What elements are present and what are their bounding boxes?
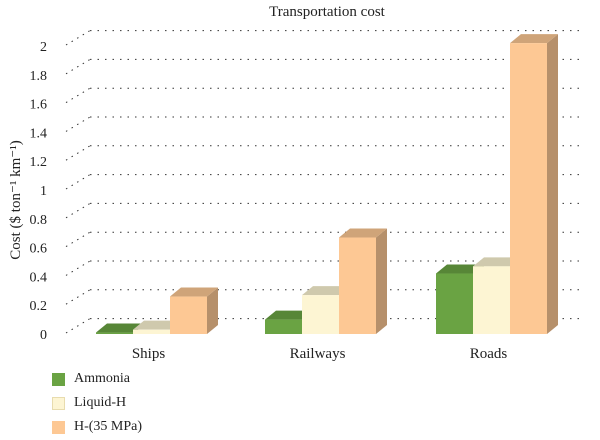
bar xyxy=(170,287,218,334)
bar-side xyxy=(547,34,558,335)
y-tick-label: 0.8 xyxy=(30,213,48,228)
x-category-label: Railways xyxy=(290,346,346,362)
legend-swatch-liquid-h xyxy=(52,396,65,410)
bar-front xyxy=(96,332,133,334)
gridline-depth xyxy=(65,87,91,104)
bar-front xyxy=(436,273,473,334)
bar-front xyxy=(510,43,547,335)
bar-front xyxy=(133,329,170,334)
bar-top xyxy=(170,287,218,297)
gridline-depth xyxy=(65,202,91,219)
legend-item-liquid-h: Liquid-H xyxy=(52,392,142,414)
gridlines xyxy=(65,30,583,334)
y-tick-label: 0.4 xyxy=(30,270,48,285)
bar-top xyxy=(265,310,313,320)
x-category-label: Roads xyxy=(470,346,508,362)
x-category-label: Ships xyxy=(132,346,166,362)
bar-top xyxy=(436,264,484,274)
legend-swatch-ammonia xyxy=(52,372,65,386)
y-tick-label: 0 xyxy=(40,328,47,343)
gridline-depth xyxy=(65,116,91,132)
bar-top xyxy=(339,228,387,238)
gridline-depth xyxy=(65,145,91,161)
chart-title: Transportation cost xyxy=(269,4,386,20)
bar-top xyxy=(473,257,521,267)
gridline-depth xyxy=(65,30,91,46)
y-axis-ticks: 0 0.2 0.4 0.6 0.8 1 1.2 1.4 1.6 1.8 2 xyxy=(30,40,48,343)
bar-top xyxy=(133,320,181,330)
legend-label-liquid-h: Liquid-H xyxy=(74,395,127,410)
y-tick-label: 1 xyxy=(40,184,47,199)
bar-top xyxy=(96,323,144,333)
gridline-depth xyxy=(65,58,91,75)
bar-side xyxy=(376,228,387,334)
bar xyxy=(265,310,313,334)
bar-top xyxy=(510,34,558,44)
bar-front xyxy=(339,237,376,334)
x-axis-categories: Ships Railways Roads xyxy=(132,346,508,362)
bar-front xyxy=(170,296,207,334)
bar xyxy=(339,228,387,334)
bars xyxy=(96,34,558,335)
y-tick-label: 0.6 xyxy=(30,242,48,257)
legend-label-h-35mpa: H-(35 MPa) xyxy=(74,419,143,434)
bar-front xyxy=(473,266,510,334)
y-tick-label: 1.2 xyxy=(30,155,48,170)
gridline-depth xyxy=(65,231,91,248)
bar-front xyxy=(265,319,302,334)
y-tick-label: 2 xyxy=(40,40,47,55)
legend-label-ammonia: Ammonia xyxy=(74,371,130,386)
y-tick-label: 1.8 xyxy=(30,69,48,84)
bar-side xyxy=(207,287,218,334)
legend-swatch-h-35mpa xyxy=(52,420,65,434)
gridline-depth xyxy=(65,318,91,334)
y-axis-label: Cost ($ ton⁻¹ km⁻¹) xyxy=(8,140,24,259)
gridline-depth xyxy=(65,289,91,305)
y-tick-label: 0.2 xyxy=(30,299,48,314)
gridline-depth xyxy=(65,174,91,190)
bar-front xyxy=(302,295,339,334)
y-tick-label: 1.6 xyxy=(30,98,48,113)
bar xyxy=(510,34,558,335)
legend: Ammonia Liquid-H H-(35 MPa) xyxy=(52,368,142,440)
y-tick-label: 1.4 xyxy=(30,126,48,141)
bar-top xyxy=(302,286,350,296)
legend-item-ammonia: Ammonia xyxy=(52,368,142,390)
gridline-depth xyxy=(65,260,91,276)
legend-item-h-35mpa: H-(35 MPa) xyxy=(52,416,142,438)
